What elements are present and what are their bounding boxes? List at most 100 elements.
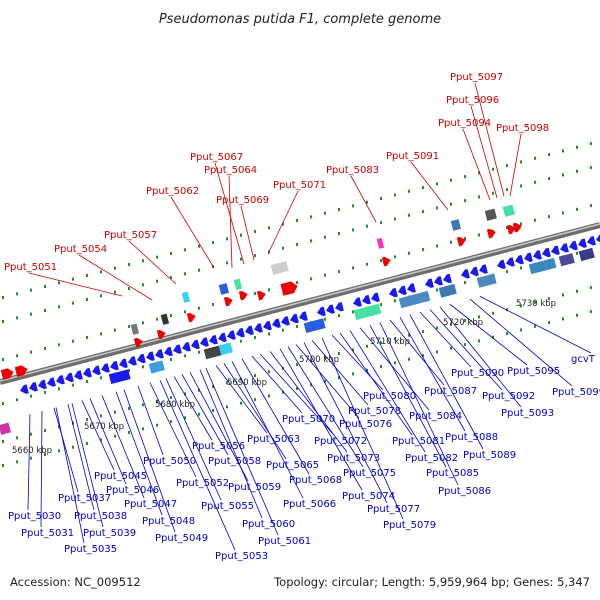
reverse-leader-line — [369, 324, 447, 468]
reverse-gene-arrow — [245, 325, 254, 335]
reverse-gene-arrow — [272, 318, 281, 328]
tick-mark — [170, 396, 172, 400]
tick-mark — [114, 290, 116, 294]
reverse-gene-arrow — [290, 313, 299, 324]
tick-mark — [506, 308, 508, 312]
reverse-gene-label: Pput_5059 — [228, 482, 281, 493]
scale-label: 5690 kbp — [227, 378, 267, 388]
reverse-gene-block — [203, 345, 222, 360]
reverse-leader-line — [115, 391, 163, 516]
tick-mark — [366, 262, 368, 266]
tick-mark — [380, 259, 382, 263]
tick-mark — [184, 248, 186, 252]
tick-mark — [506, 164, 508, 168]
reverse-gene-label: Pput_5056 — [192, 441, 245, 452]
forward-leader-line — [410, 161, 449, 211]
forward-gene-arrow — [280, 281, 298, 296]
reverse-leader-line — [419, 311, 472, 368]
tick-mark — [142, 321, 144, 325]
reverse-gene-label: Pput_5049 — [155, 533, 208, 544]
tick-mark — [436, 182, 438, 186]
reverse-gene-label: Pput_5076 — [339, 419, 392, 430]
tick-mark — [170, 252, 172, 256]
tick-mark — [226, 261, 228, 265]
forward-gene-arrow — [186, 312, 196, 323]
forward-leader-line — [28, 272, 123, 297]
reverse-leader-line — [223, 363, 287, 460]
tick-mark — [408, 251, 410, 255]
reverse-leader-line — [89, 398, 127, 485]
reverse-gene-label: Pput_5061 — [258, 536, 311, 547]
forward-gene-block — [130, 323, 140, 335]
tick-mark — [184, 272, 186, 276]
reverse-leader-line — [55, 407, 85, 544]
tick-mark — [506, 188, 508, 192]
tick-mark — [562, 293, 564, 297]
reverse-gene-label: Pput_5074 — [342, 491, 395, 502]
forward-gene-block — [484, 208, 497, 221]
tick-mark — [576, 289, 578, 293]
scale-label: 5680 kbp — [155, 400, 195, 410]
reverse-leader-line — [295, 344, 360, 419]
reverse-gene-arrow — [569, 240, 578, 251]
reverse-leader-line — [101, 395, 145, 499]
tick-mark — [198, 412, 200, 416]
tick-mark — [436, 244, 438, 248]
tick-mark — [58, 281, 60, 285]
reverse-gene-arrow — [119, 358, 128, 368]
reverse-gene-arrow — [470, 266, 479, 277]
reverse-leader-line — [199, 369, 263, 519]
tick-mark — [254, 398, 256, 402]
tick-mark — [296, 387, 298, 391]
reverse-gene-arrow — [542, 247, 551, 258]
tick-mark — [156, 423, 158, 427]
tick-mark — [324, 235, 326, 239]
reverse-gene-arrow — [38, 379, 47, 390]
reverse-gene-label: Pput_5068 — [289, 475, 342, 486]
tick-mark — [30, 350, 32, 354]
tick-mark — [576, 207, 578, 211]
forward-leader-line — [214, 162, 245, 265]
reverse-gene-arrow — [398, 285, 407, 295]
reverse-gene-label: Pput_5093 — [501, 408, 554, 419]
reverse-leader-line — [165, 378, 222, 501]
forward-leader-line — [78, 254, 153, 301]
tick-mark — [100, 332, 102, 336]
tick-mark — [156, 399, 158, 403]
tick-mark — [128, 369, 130, 373]
tick-mark — [142, 259, 144, 263]
reverse-leader-line — [159, 379, 236, 551]
reverse-leader-line — [429, 309, 503, 391]
tick-mark — [338, 376, 340, 380]
reverse-gene-arrow — [92, 365, 101, 376]
tick-mark — [534, 218, 536, 222]
reverse-gene-label: Pput_5090 — [451, 368, 504, 379]
reverse-gene-arrow — [236, 327, 245, 338]
tick-mark — [548, 215, 550, 219]
forward-leader-line — [474, 82, 505, 197]
forward-gene-label: Pput_5083 — [326, 165, 379, 176]
reverse-leader-line — [251, 355, 303, 414]
tick-mark — [338, 270, 340, 274]
forward-gene-label: Pput_5067 — [190, 152, 243, 163]
reverse-gene-arrow — [497, 259, 506, 270]
tick-mark — [394, 193, 396, 197]
tick-mark — [548, 321, 550, 325]
tick-mark — [548, 153, 550, 157]
tick-mark — [72, 445, 74, 449]
reverse-gene-label: Pput_5055 — [201, 501, 254, 512]
forward-gene-arrow — [223, 296, 233, 307]
tick-mark — [464, 175, 466, 179]
reverse-gene-arrow — [578, 238, 587, 248]
reverse-gene-block — [558, 253, 575, 267]
reverse-gene-arrow — [596, 233, 600, 244]
reverse-gene-block — [438, 283, 457, 298]
reverse-gene-label: Pput_5088 — [445, 432, 498, 443]
tick-mark — [310, 359, 312, 363]
tick-mark — [72, 277, 74, 281]
label-leaders-layer — [27, 82, 592, 551]
tick-mark — [520, 304, 522, 308]
reverse-gene-label: Pput_5072 — [314, 436, 367, 447]
reverse-gene-block — [218, 342, 233, 356]
tick-mark — [44, 390, 46, 394]
